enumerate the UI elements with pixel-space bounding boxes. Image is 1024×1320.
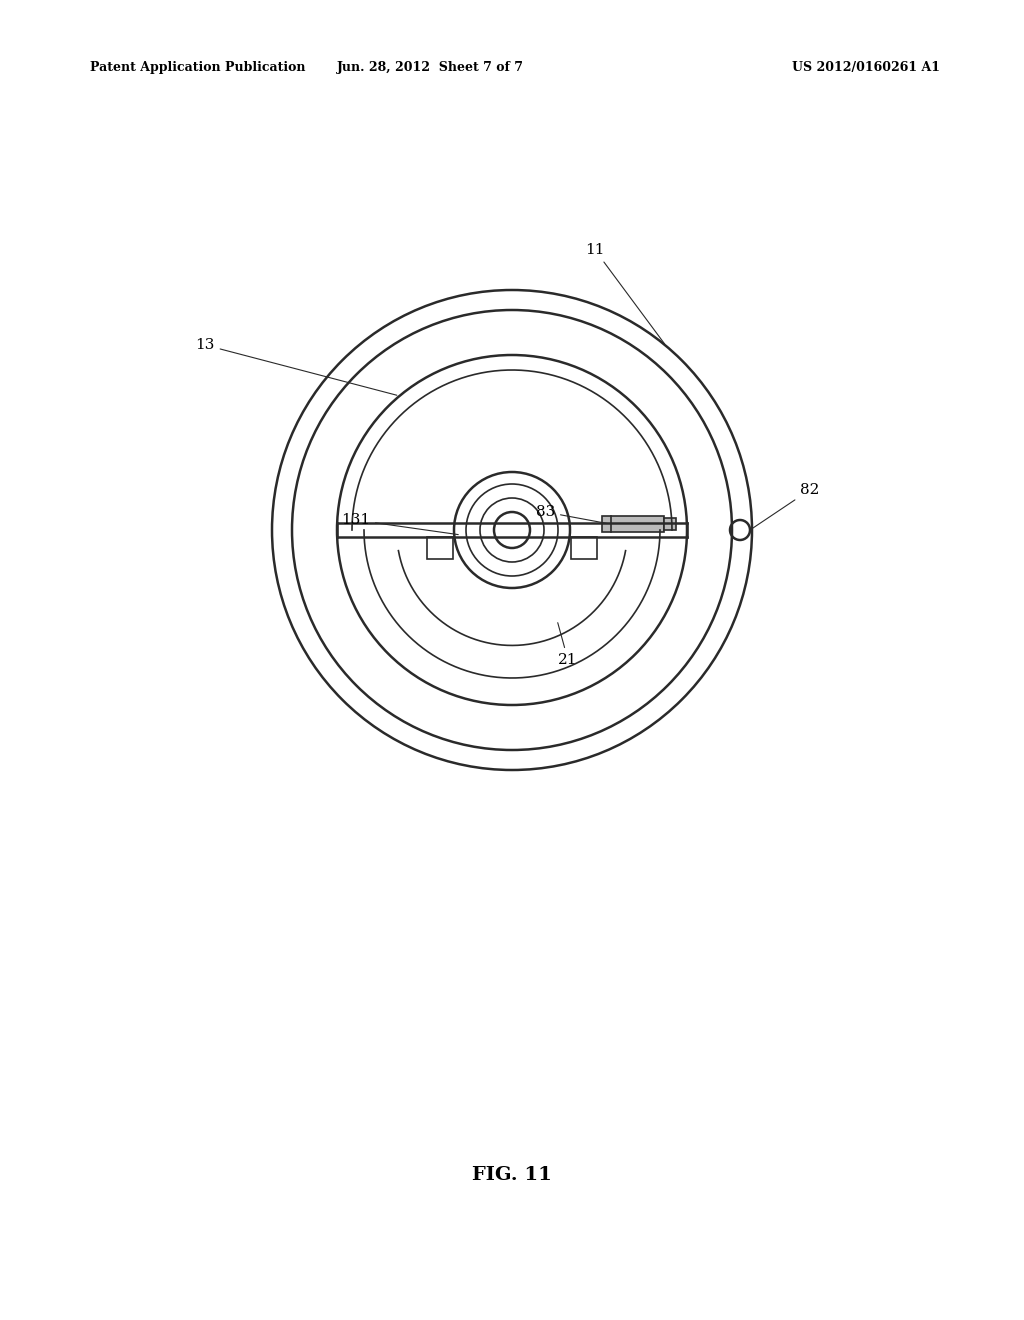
Bar bbox=[602, 516, 664, 532]
Text: FIG. 11: FIG. 11 bbox=[472, 1166, 552, 1184]
Text: 11: 11 bbox=[586, 243, 665, 345]
Bar bbox=[571, 537, 597, 558]
Text: 131: 131 bbox=[341, 513, 459, 535]
Text: Jun. 28, 2012  Sheet 7 of 7: Jun. 28, 2012 Sheet 7 of 7 bbox=[337, 62, 523, 74]
Text: 13: 13 bbox=[196, 338, 397, 395]
Text: US 2012/0160261 A1: US 2012/0160261 A1 bbox=[792, 62, 940, 74]
Text: 21: 21 bbox=[558, 623, 578, 667]
Text: Patent Application Publication: Patent Application Publication bbox=[90, 62, 305, 74]
Bar bbox=[664, 517, 676, 531]
Bar bbox=[427, 537, 453, 558]
Text: 83: 83 bbox=[536, 506, 607, 524]
Text: 82: 82 bbox=[753, 483, 819, 528]
